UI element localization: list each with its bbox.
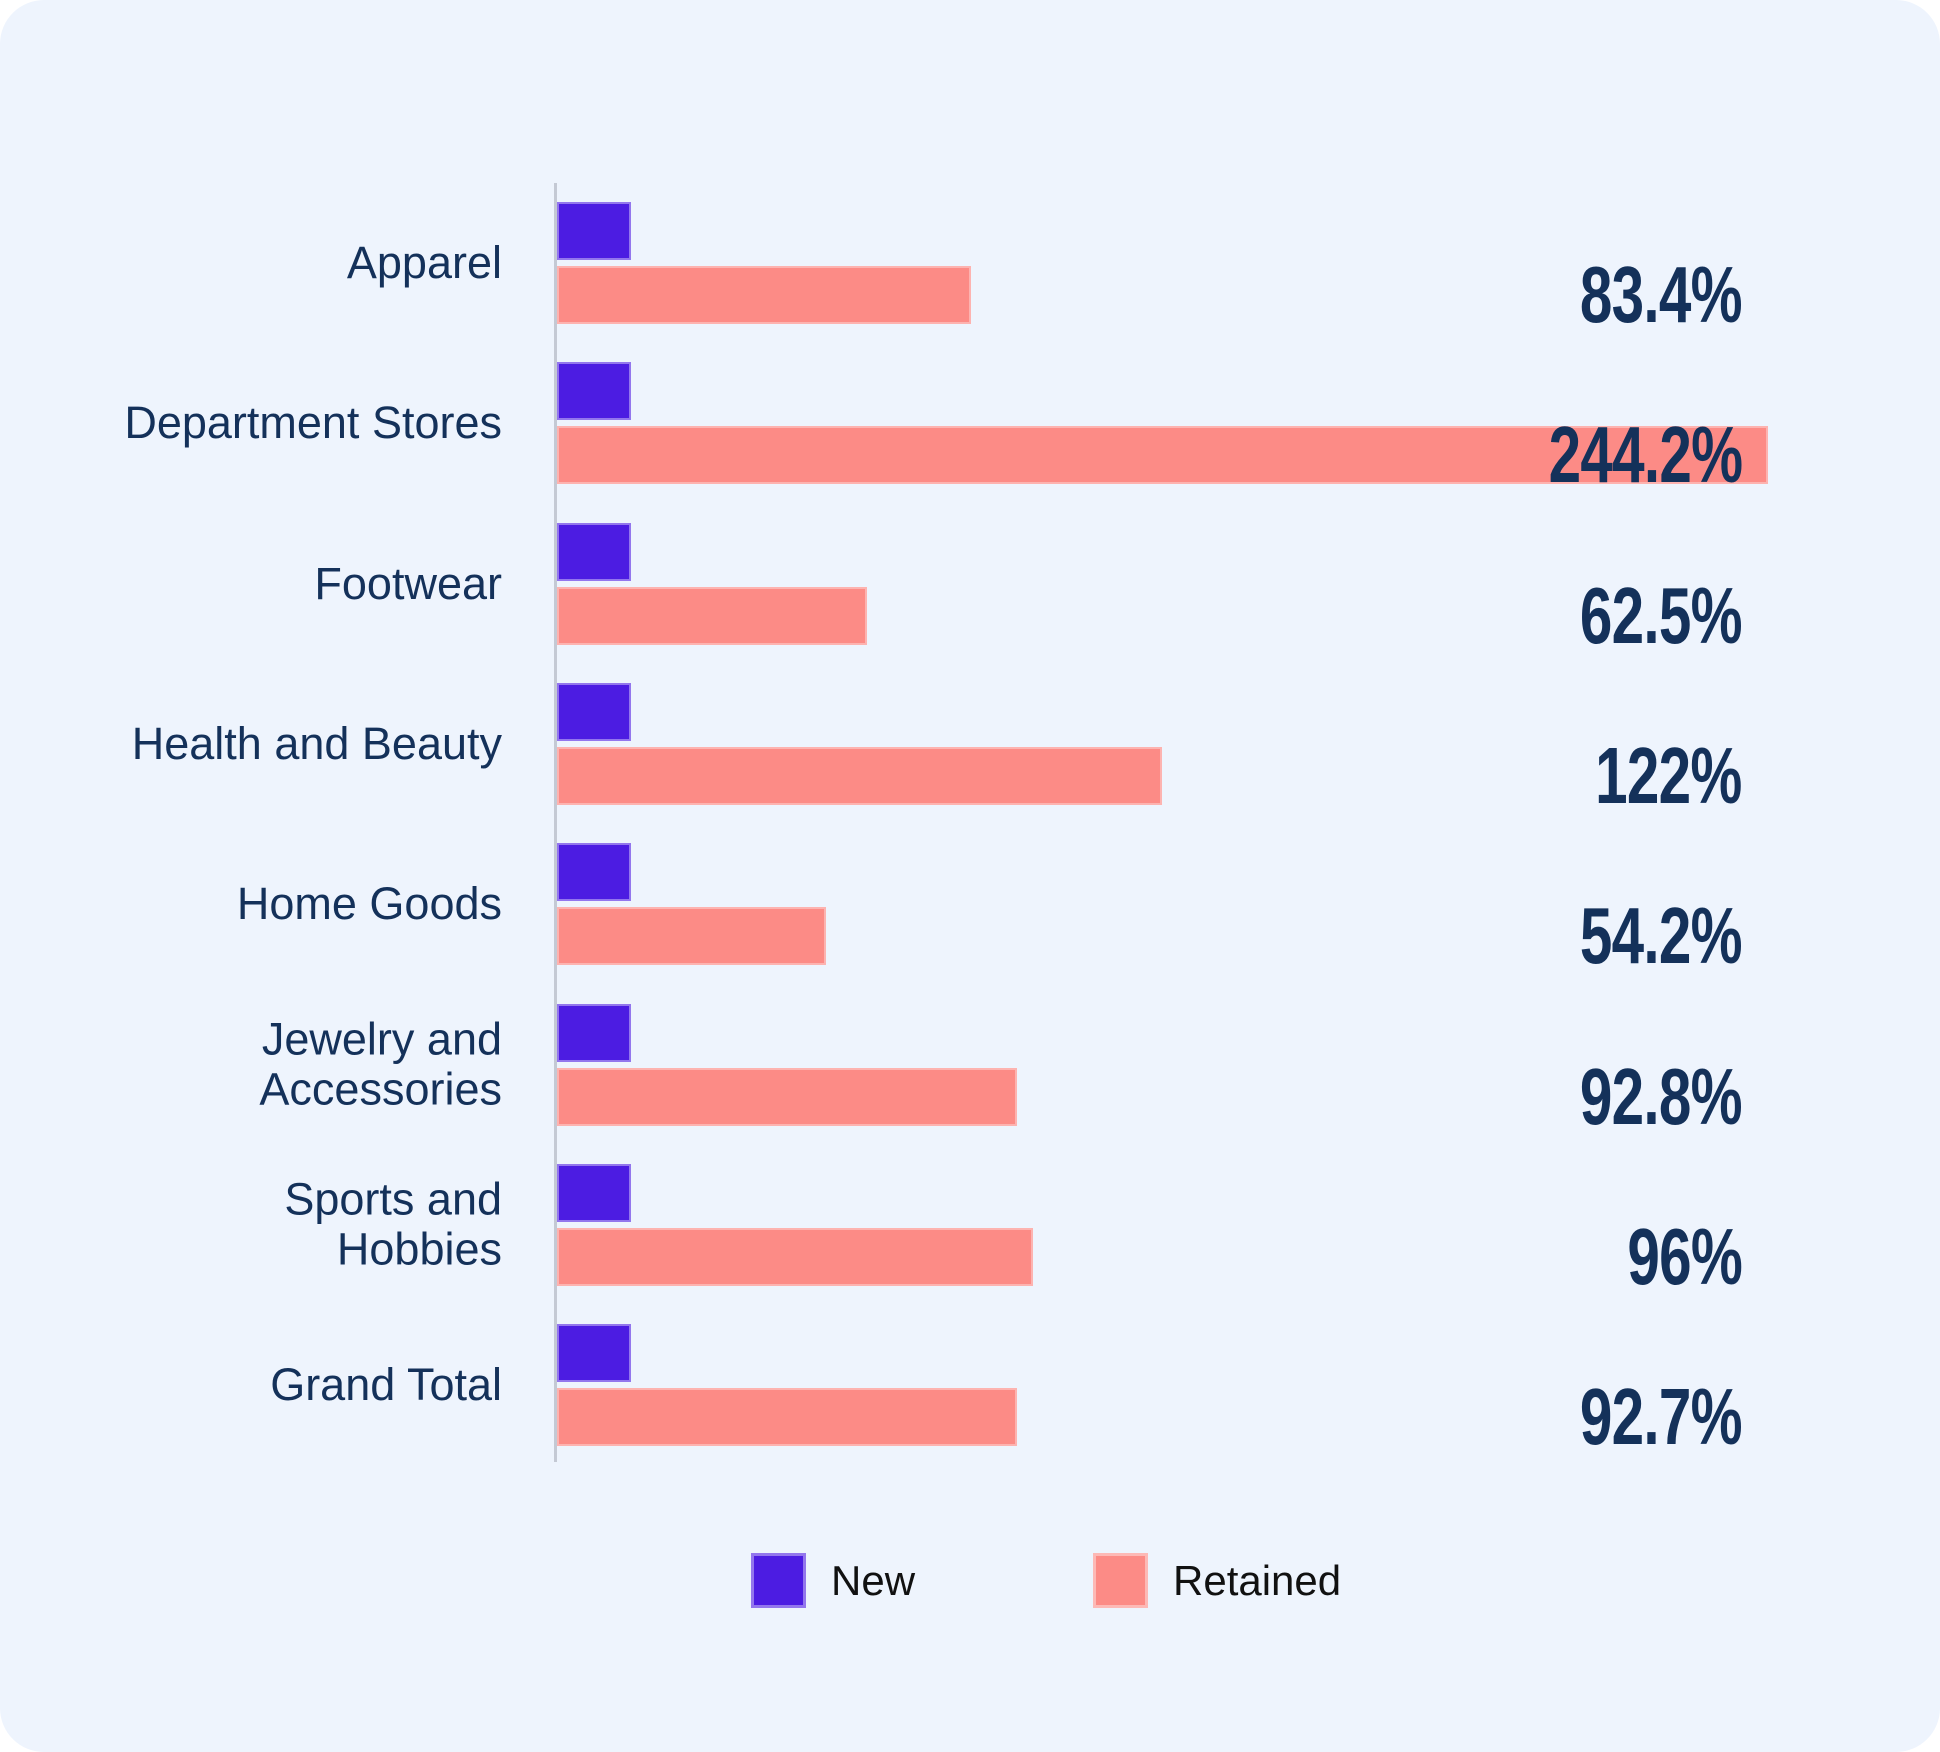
category-row-department-stores: Department Stores 244.2% — [0, 362, 1940, 495]
value-label: 122% — [1595, 731, 1743, 820]
new-bar — [557, 362, 631, 420]
category-row-footwear: Footwear 62.5% — [0, 523, 1940, 656]
legend-swatch-new — [751, 1553, 806, 1608]
retained-bar — [557, 266, 971, 324]
category-label: Jewelry and Accessories — [259, 1013, 502, 1115]
retained-bar — [557, 426, 1768, 484]
category-label: Footwear — [314, 557, 502, 609]
category-row-health-and-beauty: Health and Beauty 122% — [0, 683, 1940, 816]
legend-label-retained: Retained — [1173, 1556, 1342, 1604]
category-label: Grand Total — [270, 1358, 502, 1410]
legend-label-new: New — [831, 1556, 916, 1604]
category-row-grand-total: Grand Total 92.7% — [0, 1324, 1940, 1457]
category-label: Sports and Hobbies — [284, 1173, 502, 1275]
retained-bar — [557, 747, 1162, 805]
value-label: 83.4% — [1580, 250, 1743, 339]
legend-item-retained: Retained — [1093, 1553, 1341, 1608]
value-label: 92.8% — [1580, 1052, 1743, 1141]
category-row-sports-and-hobbies: Sports and Hobbies 96% — [0, 1164, 1940, 1297]
category-label: Home Goods — [236, 877, 502, 929]
category-row-home-goods: Home Goods 54.2% — [0, 843, 1940, 976]
new-bar — [557, 1004, 631, 1062]
value-label: 54.2% — [1580, 891, 1743, 980]
retained-bar — [557, 1388, 1017, 1446]
value-label: 92.7% — [1580, 1372, 1743, 1461]
category-label: Health and Beauty — [131, 717, 502, 769]
category-row-jewelry-and-accessories: Jewelry and Accessories 92.8% — [0, 1004, 1940, 1137]
retained-bar — [557, 907, 826, 965]
category-row-apparel: Apparel 83.4% — [0, 202, 1940, 335]
retained-bar — [557, 1228, 1033, 1286]
new-bar — [557, 843, 631, 901]
legend-item-new: New — [751, 1553, 915, 1608]
new-bar — [557, 523, 631, 581]
retained-bar — [557, 1068, 1017, 1126]
new-bar — [557, 1324, 631, 1382]
category-label: Apparel — [346, 236, 502, 288]
value-label: 96% — [1627, 1212, 1742, 1301]
retained-bar — [557, 587, 867, 645]
category-label: Department Stores — [124, 396, 502, 448]
new-bar — [557, 683, 631, 741]
legend-swatch-retained — [1093, 1553, 1148, 1608]
new-bar — [557, 1164, 631, 1222]
new-bar — [557, 202, 631, 260]
y-axis-line — [554, 183, 557, 1462]
value-label: 62.5% — [1580, 571, 1743, 660]
value-label: 244.2% — [1548, 410, 1742, 499]
